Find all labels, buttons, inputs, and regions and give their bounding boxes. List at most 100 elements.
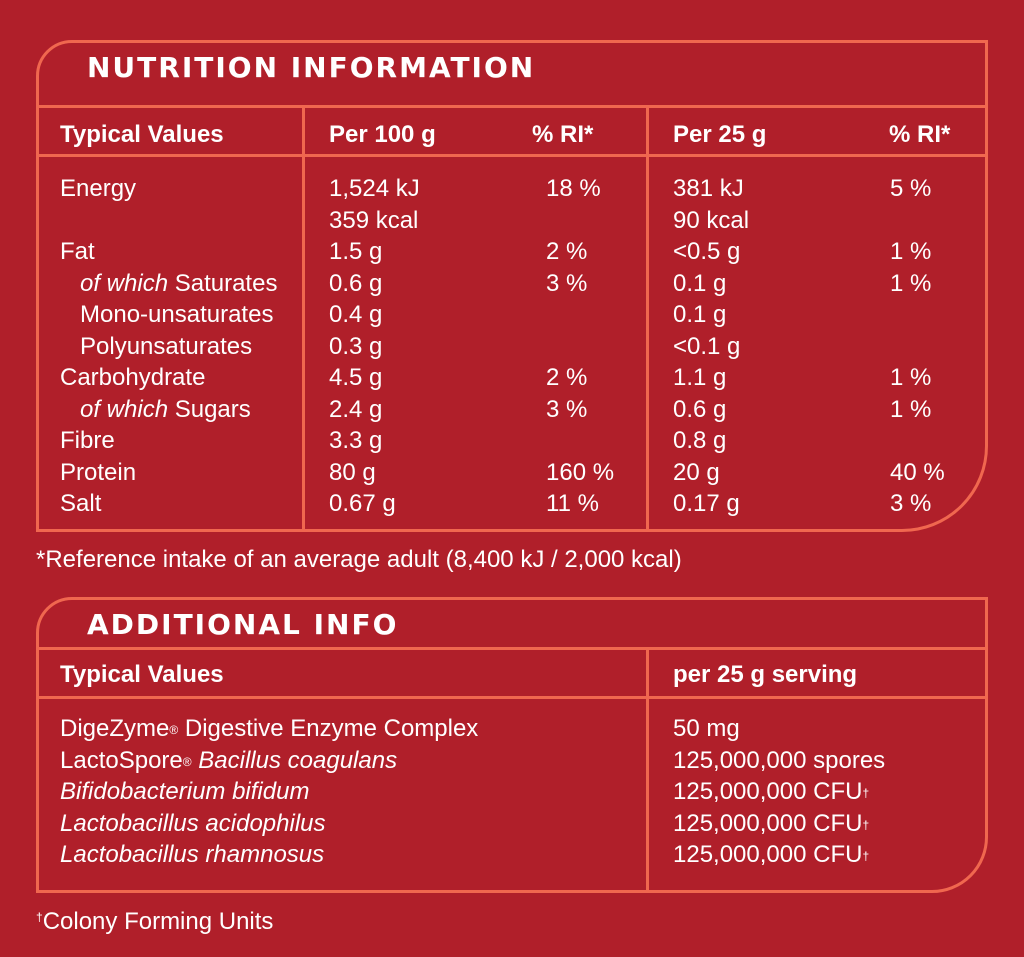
nutrient-per-100g: 4.5 g — [329, 364, 383, 391]
ingredient-name: Bifidobacterium bifidum — [60, 776, 309, 808]
nutrient-per-100g: 1.5 g — [329, 238, 383, 265]
nutrient-per-100g: 359 kcal — [329, 206, 419, 234]
nutrition-title: NUTRITION INFORMATION — [87, 51, 536, 84]
nutrient-per-100g: 3.3 g — [329, 427, 383, 454]
nutrient-label: Carbohydrate — [60, 362, 205, 394]
nutrient-ri-25g: 1 % — [890, 395, 932, 423]
nutrient-ri-100g: 18 % — [546, 175, 601, 202]
nutrient-ri-100g: 2 % — [546, 238, 588, 265]
nutrient-label: Fibre — [60, 425, 115, 457]
ingredient-name: LactoSpore® Bacillus coagulans — [60, 745, 397, 777]
ingredient-name-text: DigeZyme — [60, 715, 170, 742]
nutrient-label-name: Polyunsaturates — [80, 332, 253, 360]
nutrient-label-name: Protein — [60, 458, 137, 486]
nutrient-ri-100g: 3 % — [546, 395, 588, 423]
nutrient-label-name: Saturates — [168, 269, 278, 297]
nutrient-per-100g: 0.67 g — [329, 490, 396, 517]
nutrient-ri-25g: 1 % — [890, 269, 932, 297]
nutrient-label-prefix: of which — [80, 395, 169, 423]
nutrient-ri-100g: 160 % — [546, 458, 615, 486]
header-ri-25g: % RI* — [889, 121, 951, 148]
nutrient-label-prefix: of which — [80, 269, 169, 297]
additional-info-title: ADDITIONAL INFO — [87, 608, 399, 641]
ingredient-amount: 125,000,000 CFU† — [673, 808, 869, 840]
nutrient-label: of which Saturates — [80, 268, 277, 300]
nutrition-top-divider — [39, 105, 985, 108]
nutrient-per-25g: 0.17 g — [673, 490, 740, 517]
nutrient-per-25g: 90 kcal — [673, 206, 750, 234]
ingredient-amount: 50 mg — [673, 713, 740, 745]
nutrient-label: Mono-unsaturates — [80, 299, 273, 331]
nutrient-ri-25g: 3 % — [890, 490, 932, 517]
nutrient-ri-25g: 1 % — [890, 364, 932, 391]
ingredient-amount-text: 50 mg — [673, 715, 740, 742]
header-ri-100g: % RI* — [532, 121, 594, 148]
ingredient-name: Lactobacillus acidophilus — [60, 808, 326, 840]
nutrient-per-25g: 0.1 g — [673, 269, 727, 297]
registered-mark: ® — [169, 723, 179, 737]
nutrient-label: Salt — [60, 488, 101, 520]
nutrition-col-divider-1 — [302, 105, 305, 529]
ingredient-amount: 125,000,000 CFU† — [673, 839, 869, 871]
additional-header-serving: per 25 g serving — [673, 661, 858, 688]
nutrient-ri-25g: 1 % — [890, 238, 932, 265]
additional-col-divider — [646, 647, 649, 890]
nutrient-ri-100g: 2 % — [546, 364, 588, 391]
cfu-footnote-text: Colony Forming Units — [42, 908, 274, 935]
nutrient-per-100g: 80 g — [329, 458, 376, 486]
nutrition-panel: NUTRITION INFORMATION Typical Values Per… — [36, 40, 988, 532]
nutrient-label: Fat — [60, 236, 95, 268]
nutrient-per-25g: <0.5 g — [673, 238, 741, 265]
nutrient-per-25g: 20 g — [673, 458, 720, 486]
nutrition-header-divider — [39, 154, 985, 157]
nutrient-per-25g: 381 kJ — [673, 175, 744, 202]
additional-info-panel: ADDITIONAL INFO Typical Values per 25 g … — [36, 597, 988, 893]
ingredient-amount: 125,000,000 spores — [673, 745, 885, 777]
nutrient-label: Protein — [60, 457, 136, 489]
nutrient-label-name: Energy — [60, 175, 137, 202]
nutrient-label-name: Salt — [60, 490, 102, 517]
nutrient-label: Polyunsaturates — [80, 331, 252, 363]
ingredient-amount-text: 125,000,000 CFU — [673, 841, 863, 868]
nutrient-label-name: Carbohydrate — [60, 364, 206, 391]
nutrient-label: Energy — [60, 173, 136, 205]
nutrient-per-100g: 2.4 g — [329, 395, 383, 423]
additional-header-typical-values: Typical Values — [60, 661, 224, 688]
ingredient-amount-text: 125,000,000 spores — [673, 746, 886, 774]
reference-intake-footnote: *Reference intake of an average adult (8… — [36, 546, 682, 573]
ingredient-name-rest: Bacillus coagulans — [191, 746, 398, 774]
dagger-mark: † — [862, 849, 870, 863]
nutrient-ri-100g: 3 % — [546, 269, 588, 297]
nutrient-per-25g: <0.1 g — [673, 332, 741, 360]
nutrient-label-name: Fat — [60, 238, 95, 265]
nutrient-per-100g: 1,524 kJ — [329, 175, 420, 202]
nutrient-ri-25g: 40 % — [890, 458, 945, 486]
header-typical-values: Typical Values — [60, 121, 224, 148]
cfu-footnote: †Colony Forming Units — [36, 908, 273, 936]
additional-top-divider — [39, 647, 985, 650]
ingredient-name-text: Lactobacillus acidophilus — [60, 809, 326, 837]
nutrient-label-name: Sugars — [168, 395, 251, 423]
nutrition-col-divider-2 — [646, 105, 649, 529]
nutrient-label-name: Mono-unsaturates — [80, 301, 274, 328]
nutrient-per-25g: 0.8 g — [673, 427, 727, 454]
nutrient-per-100g: 0.3 g — [329, 332, 383, 360]
nutrient-label: of which Sugars — [80, 394, 251, 426]
ingredient-name-text: LactoSpore — [60, 746, 183, 774]
ingredient-amount-text: 125,000,000 CFU — [673, 778, 863, 805]
nutrient-per-25g: 0.6 g — [673, 395, 727, 423]
nutrient-per-100g: 0.4 g — [329, 301, 383, 328]
ingredient-amount: 125,000,000 CFU† — [673, 776, 869, 808]
nutrient-label-name: Fibre — [60, 427, 115, 454]
header-per-100g: Per 100 g — [329, 121, 436, 148]
cfu-footnote-mark: † — [36, 910, 43, 924]
nutrient-per-25g: 0.1 g — [673, 301, 727, 328]
header-per-25g: Per 25 g — [673, 121, 767, 148]
ingredient-name: Lactobacillus rhamnosus — [60, 839, 324, 871]
dagger-mark: † — [862, 817, 870, 832]
nutrient-ri-100g: 11 % — [546, 490, 599, 517]
ingredient-name-rest: Digestive Enzyme Complex — [178, 715, 479, 742]
nutrient-per-100g: 0.6 g — [329, 269, 383, 297]
ingredient-amount-text: 125,000,000 CFU — [673, 809, 863, 837]
ingredient-name-text: Lactobacillus rhamnosus — [60, 841, 325, 868]
